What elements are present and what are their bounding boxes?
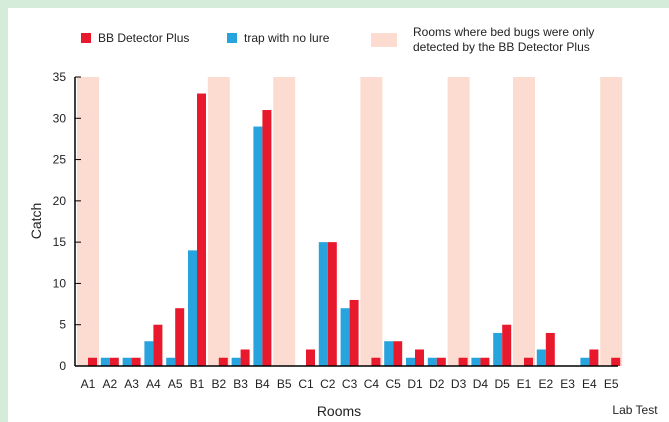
- bar-trap-b3: [231, 357, 241, 366]
- y-tick-label: 10: [53, 276, 67, 290]
- bar-detector-a1: [88, 357, 97, 366]
- y-tick-label: 35: [53, 70, 67, 84]
- bar-detector-a5: [175, 308, 185, 366]
- x-tick-label: A3: [124, 377, 139, 391]
- bar-detector-c1: [306, 349, 315, 366]
- bar-trap-a3: [122, 357, 132, 366]
- bar-trap-c3: [340, 308, 350, 366]
- bar-detector-d3: [458, 357, 468, 366]
- x-tick-label: B4: [255, 377, 270, 391]
- bar-trap-c5: [384, 341, 394, 366]
- x-tick-label: A4: [146, 377, 161, 391]
- bar-detector-a4: [153, 324, 163, 366]
- bar-detector-a3: [131, 357, 141, 366]
- bar-detector-d4: [480, 357, 490, 366]
- legend-label-highlight-line2: detected by the BB Detector Plus: [413, 40, 590, 54]
- x-tick-label: C3: [342, 377, 358, 391]
- bar-detector-e5: [611, 357, 621, 366]
- bar-trap-e2: [536, 349, 546, 366]
- x-tick-label: E2: [538, 377, 553, 391]
- x-tick-label: A1: [81, 377, 96, 391]
- bar-trap-e4: [580, 357, 590, 366]
- x-ticks: A1 A2 A3 A4 A5 B1 B2 B3 B4 B5 C1 C2 C3 C4 C5 D1 D2 D3 D4 D5…: [81, 377, 619, 391]
- bar-detector-b3: [240, 349, 250, 366]
- bar-detector-c3: [349, 299, 359, 366]
- bar-detector-d5: [502, 324, 512, 366]
- x-tick-label: A2: [102, 377, 117, 391]
- legend-label-highlight-line1: Rooms where bed bugs were only: [413, 25, 594, 39]
- x-tick-label: C5: [386, 377, 402, 391]
- bar-trap-b1: [188, 250, 197, 366]
- highlight-band-e5: [600, 77, 623, 366]
- y-tick-label: 25: [53, 153, 67, 167]
- y-tick-label: 15: [53, 235, 67, 249]
- highlight-band-c4: [360, 77, 383, 366]
- bar-detector-b1: [197, 93, 206, 366]
- y-axis-title: Catch: [28, 203, 44, 240]
- bar-detector-c5: [393, 341, 403, 366]
- y-tick-label: 30: [53, 111, 67, 125]
- x-tick-label: C2: [320, 377, 336, 391]
- x-tick-label: B3: [233, 377, 248, 391]
- x-tick-label: D4: [473, 377, 489, 391]
- x-tick-label: D5: [495, 377, 511, 391]
- x-tick-label: C1: [298, 377, 314, 391]
- x-tick-label: E4: [582, 377, 597, 391]
- legend-swatch-detector: [81, 33, 91, 43]
- bar-trap-a5: [166, 357, 176, 366]
- bar-detector-c2: [327, 242, 337, 366]
- x-axis-title: Rooms: [317, 403, 361, 419]
- bar-trap-d1: [406, 357, 415, 366]
- bar-detector-d1: [415, 349, 424, 366]
- x-tick-label: E5: [604, 377, 619, 391]
- bar-group: [88, 93, 621, 367]
- bar-detector-e2: [545, 332, 555, 366]
- highlight-band-d3: [447, 77, 470, 366]
- x-tick-label: D2: [429, 377, 445, 391]
- bar-trap-d4: [471, 357, 481, 366]
- legend-label-detector: BB Detector Plus: [98, 31, 189, 45]
- bar-detector-b4: [262, 110, 272, 367]
- y-tick-label: 20: [53, 194, 67, 208]
- bar-trap-d5: [493, 332, 503, 366]
- y-tick-label: 5: [59, 318, 66, 332]
- x-tick-label: C4: [364, 377, 380, 391]
- legend-swatch-highlight: [371, 33, 397, 47]
- bar-trap-b4: [253, 126, 263, 367]
- y-tick-label: 0: [59, 359, 66, 373]
- legend: BB Detector Plus trap with no lure Rooms…: [81, 25, 594, 54]
- bar-detector-b2: [218, 357, 228, 366]
- y-ticks: 0 5 10 15 20 25 30 35: [53, 70, 81, 373]
- x-tick-label: D1: [407, 377, 423, 391]
- bar-trap-a4: [144, 341, 154, 366]
- bar-detector-e4: [589, 349, 599, 366]
- x-tick-label: D3: [451, 377, 467, 391]
- bar-trap-d2: [427, 357, 437, 366]
- lab-test-label: Lab Test: [612, 403, 658, 417]
- bar-detector-a2: [109, 357, 119, 366]
- axes: [74, 77, 618, 367]
- bar-trap-c2: [318, 242, 328, 366]
- legend-label-trap: trap with no lure: [244, 31, 330, 45]
- highlight-band-b2: [207, 77, 230, 366]
- x-tick-label: E3: [560, 377, 575, 391]
- highlight-bands: [77, 77, 623, 366]
- bar-detector-e1: [524, 357, 533, 366]
- x-tick-label: A5: [168, 377, 183, 391]
- x-tick-label: B5: [277, 377, 292, 391]
- bar-detector-d2: [436, 357, 446, 366]
- highlight-band-e1: [513, 77, 535, 366]
- legend-swatch-trap: [227, 33, 237, 43]
- x-tick-label: B2: [211, 377, 226, 391]
- x-tick-label: E1: [517, 377, 532, 391]
- x-tick-label: B1: [190, 377, 205, 391]
- highlight-band-a1: [77, 77, 99, 366]
- bar-trap-a2: [100, 357, 110, 366]
- highlight-band-b5: [273, 77, 296, 366]
- bar-detector-c4: [371, 357, 381, 366]
